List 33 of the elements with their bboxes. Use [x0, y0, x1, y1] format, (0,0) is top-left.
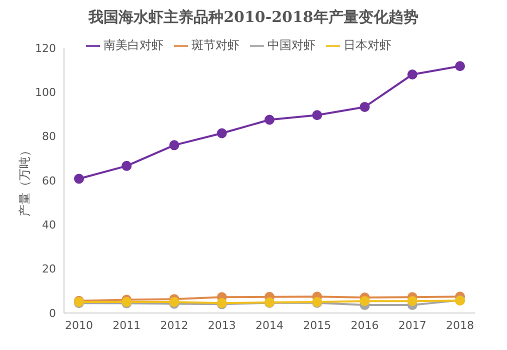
y-tick-label: 120 — [35, 42, 56, 55]
x-tick-label: 2012 — [160, 318, 188, 332]
legend-label: 斑节对虾 — [192, 38, 240, 52]
x-tick-label: 2018 — [446, 318, 474, 332]
y-tick-label: 40 — [42, 218, 56, 232]
x-tick-label: 2013 — [208, 318, 236, 332]
x-tick-label: 2014 — [256, 318, 284, 332]
point — [264, 114, 274, 125]
chart-title: 我国海水虾主养品种2010-2018年产量变化趋势 — [87, 8, 420, 27]
point — [407, 70, 418, 80]
x-tick-label: 2016 — [350, 318, 379, 332]
y-tick-label: 0 — [49, 306, 56, 320]
x-tick-label: 2017 — [398, 318, 426, 332]
y-tick-label: 60 — [42, 174, 56, 188]
y-axis-title: 产量（万吨） — [17, 144, 32, 216]
point — [312, 110, 322, 120]
point — [360, 102, 370, 112]
point — [455, 61, 465, 72]
x-tick-label: 2015 — [303, 318, 332, 332]
point — [74, 174, 84, 184]
point — [122, 160, 132, 171]
x-tick-label: 2010 — [65, 318, 93, 332]
legend-label: 中国对虾 — [268, 38, 316, 52]
legend-label: 南美白对虾 — [104, 38, 164, 52]
legend-label: 日本对虾 — [344, 38, 392, 52]
point — [169, 140, 180, 150]
y-tick-label: 20 — [42, 262, 56, 276]
point — [407, 296, 418, 306]
x-tick-label: 2011 — [112, 318, 141, 332]
point — [360, 296, 370, 306]
y-tick-label: 80 — [42, 130, 56, 144]
y-tick-label: 100 — [35, 86, 56, 100]
point — [216, 128, 227, 138]
